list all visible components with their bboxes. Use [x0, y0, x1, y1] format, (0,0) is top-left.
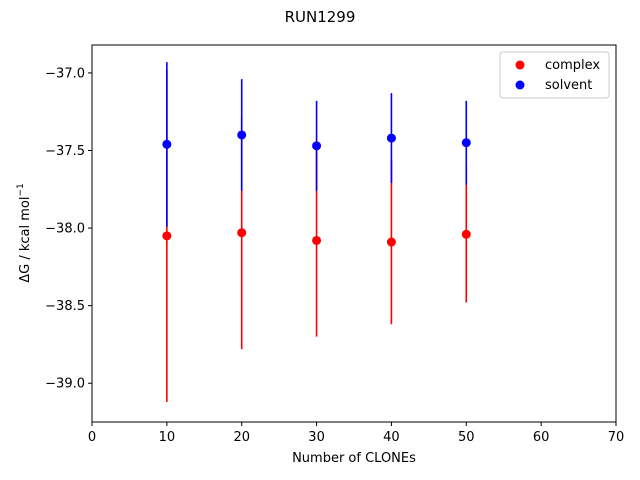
- x-tick-label: 70: [608, 430, 625, 445]
- point-solvent-50: [461, 138, 471, 148]
- legend-label-complex: complex: [545, 58, 600, 73]
- legend-marker-solvent: [515, 80, 525, 90]
- legend: complex solvent: [499, 51, 610, 99]
- y-tick-label: −37.5: [45, 144, 85, 159]
- data-points: [162, 130, 471, 247]
- y-tick-label: −38.0: [45, 222, 85, 237]
- x-tick-label: 50: [458, 430, 475, 445]
- axes: 0 10 20 30 40 50 60 70 −39.0 −38.5 −38.0 −37.5 −37.0: [45, 44, 625, 445]
- plot-frame: [91, 44, 617, 423]
- x-axis-label: Number of CLONEs: [292, 451, 416, 466]
- y-tick-label: −39.0: [45, 377, 85, 392]
- point-solvent-40: [386, 133, 396, 143]
- chart-title: RUN1299: [285, 8, 356, 26]
- point-complex-50: [461, 229, 471, 239]
- point-solvent-30: [312, 141, 322, 151]
- legend-label-solvent: solvent: [545, 78, 592, 93]
- x-tick-label: 30: [308, 430, 325, 445]
- point-complex-10: [162, 231, 172, 241]
- point-solvent-20: [237, 130, 247, 140]
- x-tick-label: 10: [159, 430, 176, 445]
- legend-frame: [499, 51, 610, 99]
- y-tick-label: −38.5: [45, 299, 85, 314]
- y-axis-label: ΔG / kcal mol−1: [16, 183, 33, 283]
- error-bars: [166, 62, 468, 402]
- legend-marker-complex: [515, 60, 525, 70]
- x-tick-label: 60: [533, 430, 550, 445]
- x-tick-label: 0: [88, 430, 96, 445]
- y-axis-label-superscript: −1: [16, 183, 26, 196]
- point-solvent-10: [162, 139, 172, 149]
- x-tick-label: 40: [383, 430, 400, 445]
- y-tick-label: −37.0: [45, 66, 85, 81]
- point-complex-40: [386, 237, 396, 247]
- x-tick-label: 20: [233, 430, 250, 445]
- point-complex-20: [237, 228, 247, 238]
- y-axis-label-main: ΔG / kcal mol: [18, 197, 33, 283]
- point-complex-30: [312, 235, 322, 245]
